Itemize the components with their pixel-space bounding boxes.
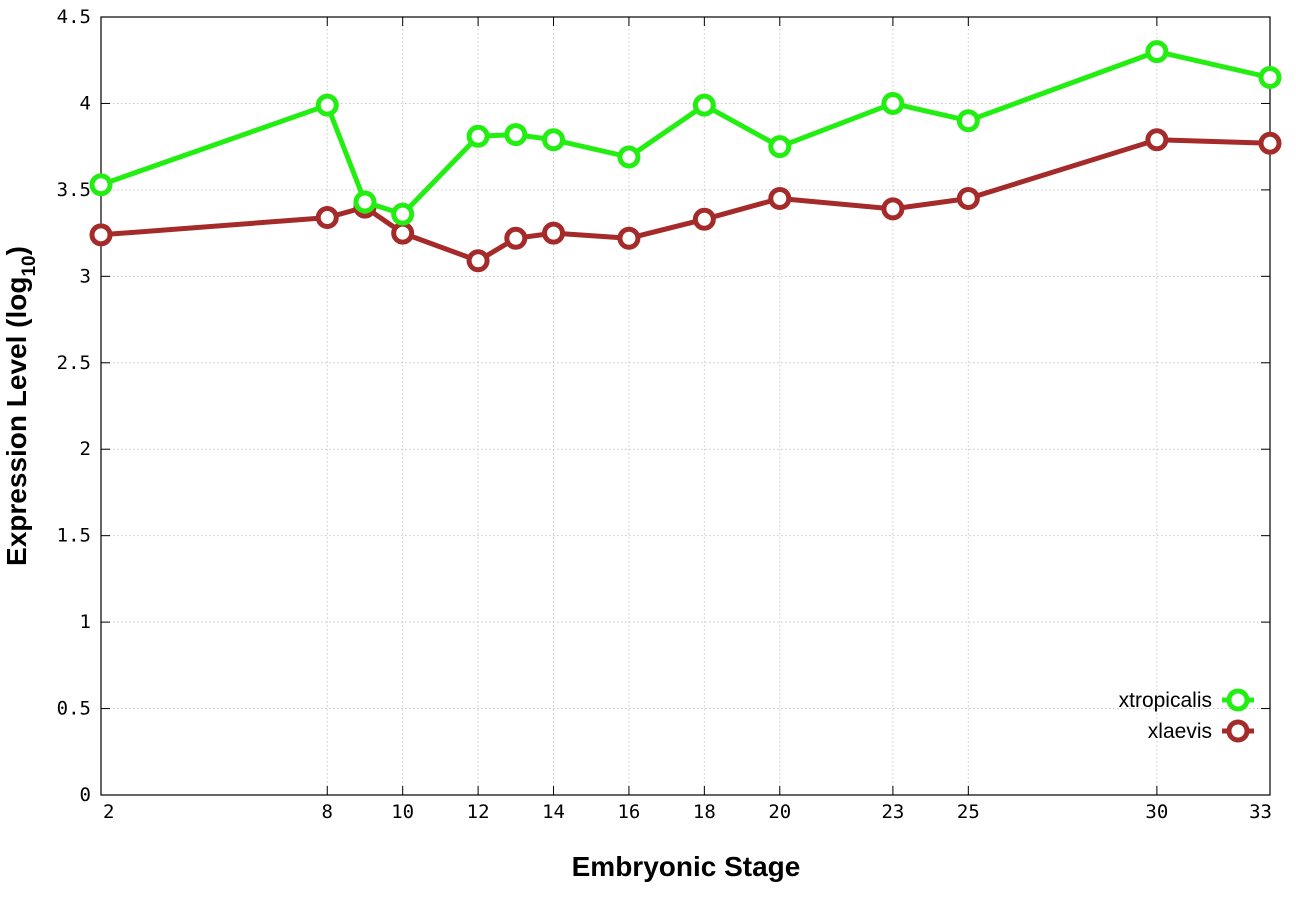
y-tick-label: 3.5 xyxy=(57,179,91,201)
x-tick-label: 10 xyxy=(391,801,414,823)
data-point-xtropicalis xyxy=(89,173,113,197)
data-point-xtropicalis xyxy=(692,93,716,117)
data-point-xlaevis xyxy=(881,197,905,221)
legend: xtropicalis xlaevis xyxy=(1119,688,1254,743)
x-tick-label: 18 xyxy=(693,801,716,823)
data-point-xtropicalis xyxy=(1258,66,1282,90)
x-tick-label: 20 xyxy=(768,801,791,823)
data-point-xtropicalis xyxy=(617,145,641,169)
legend-marker xyxy=(1226,719,1250,743)
y-axis-title-subscript: 10 xyxy=(19,255,40,276)
series xyxy=(89,40,1282,273)
x-tick-label: 12 xyxy=(467,801,490,823)
y-axis-title-main: Expression Level (log xyxy=(1,277,32,566)
data-point-xtropicalis xyxy=(956,109,980,133)
x-tick-label: 2 xyxy=(103,801,114,823)
y-tick-label: 4 xyxy=(80,92,91,114)
data-point-xtropicalis xyxy=(391,202,415,226)
data-point-xlaevis xyxy=(504,226,528,250)
legend-item-xlaevis: xlaevis xyxy=(1148,719,1254,743)
x-tick-label: 14 xyxy=(542,801,565,823)
y-tick-label: 0.5 xyxy=(57,698,91,720)
data-point-xlaevis xyxy=(617,226,641,250)
data-point-xtropicalis xyxy=(881,91,905,115)
y-tick-label: 0 xyxy=(80,784,91,806)
data-point-xlaevis xyxy=(1145,128,1169,152)
data-point-xlaevis xyxy=(315,206,339,230)
legend-label: xtropicalis xyxy=(1119,689,1212,712)
series-xtropicalis xyxy=(89,40,1282,226)
data-point-xtropicalis xyxy=(542,128,566,152)
data-point-xlaevis xyxy=(692,207,716,231)
y-axis-title: Expression Level (log10) xyxy=(1,246,40,566)
y-tick-label: 4.5 xyxy=(57,6,91,28)
data-point-xlaevis xyxy=(89,223,113,247)
x-tick-label: 25 xyxy=(957,801,980,823)
data-point-xtropicalis xyxy=(353,190,377,214)
series-line-xlaevis xyxy=(100,137,1271,264)
x-tick-label: 30 xyxy=(1145,801,1168,823)
data-point-xlaevis xyxy=(391,221,415,245)
x-axis-title: Embryonic Stage xyxy=(572,851,801,882)
x-tick-label: 23 xyxy=(881,801,904,823)
y-tick-label: 1.5 xyxy=(57,525,91,547)
x-tick-label: 16 xyxy=(617,801,640,823)
x-tick-label: 33 xyxy=(1249,801,1272,823)
data-point-xlaevis xyxy=(466,249,490,273)
legend-label: xlaevis xyxy=(1148,720,1212,743)
y-tick-label: 1 xyxy=(80,611,91,633)
data-point-xtropicalis xyxy=(1145,40,1169,64)
data-point-xtropicalis xyxy=(504,123,528,147)
axis-ticks xyxy=(100,16,1271,796)
series-xlaevis xyxy=(89,128,1282,273)
y-tick-label: 2 xyxy=(80,438,91,460)
y-tick-label: 2.5 xyxy=(57,352,91,374)
data-point-xlaevis xyxy=(542,221,566,245)
data-point-xtropicalis xyxy=(466,124,490,148)
legend-item-xtropicalis: xtropicalis xyxy=(1119,688,1254,712)
y-axis-title-close: ) xyxy=(1,246,32,255)
x-tick-labels: 2 8 10 12 14 16 18 20 23 25 30 33 xyxy=(103,801,1272,823)
data-point-xtropicalis xyxy=(315,93,339,117)
y-tick-labels: 0 0.5 1 1.5 2 2.5 3 3.5 4 4.5 xyxy=(57,6,91,806)
data-point-xlaevis xyxy=(1258,131,1282,155)
grid xyxy=(101,17,1270,795)
plot-frame xyxy=(100,16,1271,796)
x-tick-label: 8 xyxy=(322,801,333,823)
data-point-xlaevis xyxy=(956,187,980,211)
legend-marker xyxy=(1226,688,1250,712)
y-tick-label: 3 xyxy=(80,265,91,287)
data-point-xlaevis xyxy=(768,187,792,211)
data-point-xtropicalis xyxy=(768,135,792,159)
